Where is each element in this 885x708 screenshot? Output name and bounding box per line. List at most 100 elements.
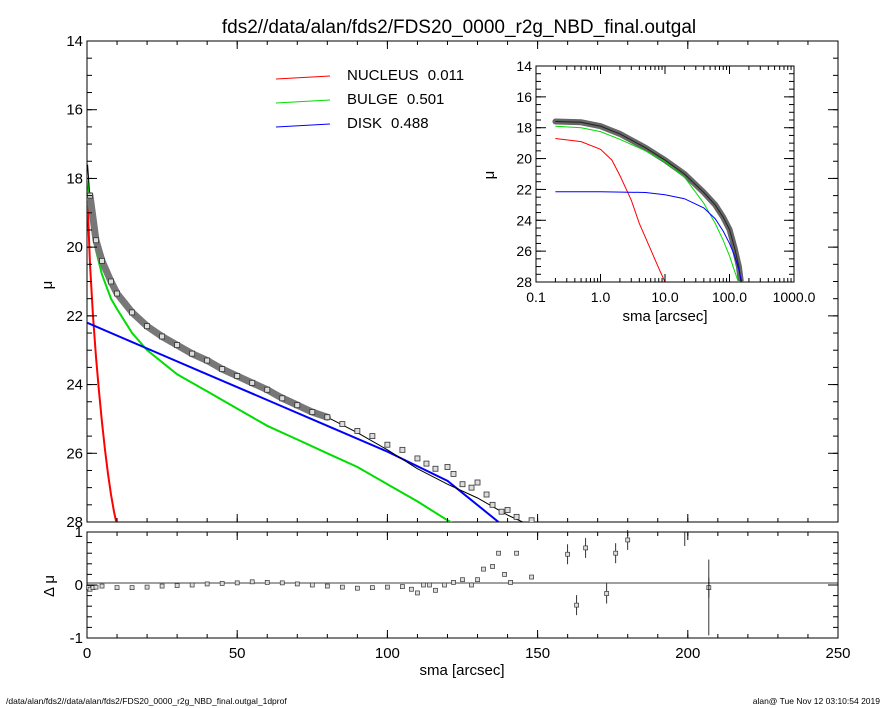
data-point <box>489 501 496 508</box>
residual-point <box>481 566 486 572</box>
residual-point <box>442 582 447 588</box>
residual-point <box>93 584 99 590</box>
legend-item-disk: DISK 0.488 <box>347 115 429 132</box>
inset-panel: 0.1 1.0 10.0 100.0 1000.0 14 16 18 20 22 24 26 28 sm… <box>481 58 816 325</box>
residual-point <box>460 577 465 583</box>
residual-point <box>625 537 631 543</box>
residual-y-axis-label: Δ μ <box>41 575 58 597</box>
residual-point <box>279 580 285 586</box>
residual-point <box>264 579 270 585</box>
inset-x-tick-label: 100.0 <box>712 289 747 305</box>
inset-x-axis-label: sma [arcsec] <box>622 308 707 325</box>
residual-point <box>324 583 330 589</box>
data-point <box>114 290 120 297</box>
data-point <box>354 428 361 434</box>
residual-y-tick-label: -1 <box>70 630 83 647</box>
legend: NUCLEUS 0.011 BULGE 0.501 DISK 0.488 <box>275 67 464 132</box>
residual-point <box>421 582 426 588</box>
residual-point <box>174 583 180 588</box>
legend-value-nucleus: 0.011 <box>428 67 464 84</box>
legend-item-bulge: BULGE 0.501 <box>347 91 444 108</box>
data-point <box>174 342 181 348</box>
data-point <box>204 357 211 364</box>
residual-point <box>427 582 432 588</box>
inset-x-tick-label: 0.1 <box>526 289 546 305</box>
main-series-group <box>87 164 535 522</box>
residual-panel: 0 50 100 150 200 250-101 sma [arcsec] Δ μ <box>41 524 851 679</box>
residual-point <box>451 579 456 585</box>
series-disk-line <box>87 321 500 522</box>
data-point <box>528 517 535 522</box>
inset-x-tick-label: 10.0 <box>651 289 678 305</box>
data-point <box>264 386 271 393</box>
inset-y-tick-label: 28 <box>516 274 532 290</box>
residual-point <box>249 579 255 585</box>
data-point <box>498 508 505 515</box>
inset-series-group <box>552 118 744 282</box>
residual-point <box>409 586 414 592</box>
data-point <box>444 464 451 470</box>
data-point <box>399 446 406 453</box>
main-y-tick-label: 26 <box>66 445 83 462</box>
inset-y-tick-label: 20 <box>516 151 532 167</box>
inset-series-data-core <box>555 121 742 282</box>
main-y-axis-label: μ <box>39 281 56 290</box>
data-point <box>189 350 196 357</box>
legend-swatch-bulge <box>275 99 331 104</box>
main-y-tick-label: 18 <box>66 170 83 187</box>
residual-point <box>339 584 345 590</box>
residual-y-tick-label: 0 <box>75 577 83 594</box>
data-point <box>468 484 475 491</box>
inset-y-tick-label: 26 <box>516 243 532 259</box>
residual-point <box>508 579 513 585</box>
data-point <box>159 333 166 340</box>
inset-y-tick-label: 22 <box>516 181 532 197</box>
main-panel: 14 16 18 20 22 24 26 28 μ <box>39 33 839 531</box>
inset-series-bulge-line <box>555 125 739 282</box>
data-point <box>129 309 135 316</box>
main-y-tick-label: 28 <box>66 514 83 531</box>
data-point <box>279 395 286 402</box>
residual-point <box>613 550 619 556</box>
data-point <box>294 402 301 409</box>
residual-point <box>490 564 495 569</box>
footer-right: alan@ Tue Nov 12 03:10:54 2019 <box>753 696 881 706</box>
data-point <box>234 373 241 379</box>
data-point <box>144 323 150 330</box>
residual-x-tick-label: 250 <box>825 645 850 662</box>
residual-point <box>469 582 474 588</box>
main-y-tick-label: 22 <box>66 308 83 325</box>
data-point <box>432 465 439 472</box>
inset-x-tick-label: 1.0 <box>591 289 611 305</box>
data-point <box>459 481 466 488</box>
residual-point <box>415 590 420 596</box>
data-point <box>423 460 430 467</box>
inset-y-tick-label: 18 <box>516 120 532 136</box>
data-point <box>483 491 490 498</box>
residual-series-group <box>86 529 712 636</box>
residual-x-axis-label: sma [arcsec] <box>419 662 504 679</box>
data-point <box>219 366 226 373</box>
chart-title: fds2//data/alan/fds2/FDS20_0000_r2g_NBD_… <box>222 17 696 38</box>
residual-point <box>529 574 534 580</box>
inset-y-tick-label: 24 <box>516 212 532 228</box>
inset-y-tick-label: 14 <box>516 58 532 74</box>
residual-point <box>114 585 120 591</box>
residual-x-tick-label: 50 <box>229 645 246 662</box>
legend-value-disk: 0.488 <box>391 115 429 132</box>
residual-point <box>99 583 105 589</box>
residual-point <box>234 580 240 586</box>
main-y-tick-label: 20 <box>66 239 83 256</box>
inset-background <box>536 66 794 282</box>
data-point <box>474 479 481 486</box>
data-point <box>108 278 114 285</box>
footer-left: /data/alan/fds2//data/alan/fds2/FDS20_00… <box>6 696 287 706</box>
residual-point <box>583 545 589 551</box>
residual-point <box>355 585 360 591</box>
inset-y-tick-label: 16 <box>516 89 532 105</box>
residual-point <box>400 584 405 589</box>
residual-x-tick-label: 100 <box>375 645 400 662</box>
legend-name-nucleus: NUCLEUS <box>347 67 419 84</box>
residual-point <box>433 587 438 593</box>
inset-axes-group: 0.1 1.0 10.0 100.0 1000.0 14 16 18 20 22 24 26 28 <box>516 58 815 305</box>
